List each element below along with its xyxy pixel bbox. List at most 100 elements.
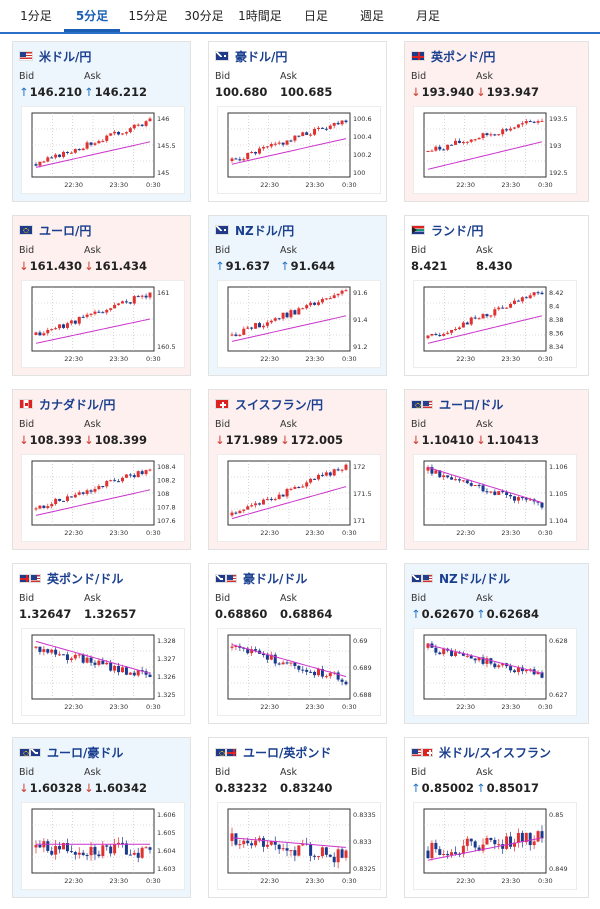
currency-card[interactable]: ユーロ/英ポンド Bid Ask 0.83232 0.83240 0.8335 0.833 0… xyxy=(208,737,387,898)
pair-name[interactable]: 英ポンド/円 xyxy=(431,49,496,64)
currency-card[interactable]: ユーロ/ドル Bid Ask ↓1.10410 ↓1.10413 1.106 1.105 1.… xyxy=(404,389,589,550)
candle-body xyxy=(38,505,42,509)
currency-card[interactable]: NZドル/円 Bid Ask ↑91.637 ↑91.644 91.6 91.4 91.2 22… xyxy=(208,215,387,376)
currency-card[interactable]: カナダドル/円 Bid Ask ↓108.393 ↓108.399 108.4 108.2 1… xyxy=(12,389,191,550)
candle-body xyxy=(289,310,293,318)
us-flag-icon xyxy=(226,573,237,583)
x-tick-label: 23:30 xyxy=(305,355,324,363)
pair-name[interactable]: 英ポンド/ドル xyxy=(47,571,124,586)
pair-name[interactable]: 豪ドル/ドル xyxy=(243,571,308,586)
card-header: カナダドル/円 xyxy=(19,397,116,412)
candlestick-chart[interactable]: 91.6 91.4 91.2 22:30 23:30 0:30 xyxy=(217,280,381,368)
currency-card[interactable]: スイスフラン/円 Bid Ask ↓171.989 ↓172.005 172 171.5 17… xyxy=(208,389,387,550)
pair-name[interactable]: カナダドル/円 xyxy=(39,397,116,412)
candlestick-chart[interactable]: 100.6 100.4 100.2 100 22:30 23:30 0:30 xyxy=(217,106,381,194)
pair-name[interactable]: ユーロ/円 xyxy=(39,223,92,238)
candlestick-chart[interactable]: 0.69 0.689 0.688 22:30 23:30 0:30 xyxy=(217,628,381,716)
currency-card[interactable]: 豪ドル/ドル Bid Ask 0.68860 0.68864 0.69 0.689 0.688… xyxy=(208,563,387,724)
candle-body xyxy=(501,663,505,666)
candle-body xyxy=(234,645,238,647)
arrow-down-icon: ↓ xyxy=(19,781,29,795)
tab-4[interactable]: 1時間足 xyxy=(238,9,282,23)
candle-body xyxy=(332,856,336,863)
candle-body xyxy=(50,329,54,331)
candlestick-chart[interactable]: 1.606 1.605 1.604 1.603 22:30 23:30 0:30 xyxy=(21,802,185,890)
candle-body xyxy=(493,491,497,495)
y-tick-label: 146 xyxy=(157,115,169,123)
pair-name[interactable]: 米ドル/円 xyxy=(39,49,92,64)
currency-card[interactable]: 英ポンド/円 Bid Ask ↓193.940 ↓193.947 193.5 193 192.… xyxy=(404,41,589,202)
currency-card[interactable]: 米ドル/スイスフラン Bid Ask ↑0.85002 ↑0.85017 0.85 0.84… xyxy=(404,737,589,898)
candle-body xyxy=(265,146,269,148)
pair-name[interactable]: ユーロ/英ポンド xyxy=(243,745,332,760)
arrow-down-icon: ↓ xyxy=(476,433,486,447)
candle-body xyxy=(509,128,513,131)
x-tick-label: 22:30 xyxy=(260,181,279,189)
candle-body xyxy=(265,844,269,847)
candle-body xyxy=(250,843,254,846)
pair-name[interactable]: 米ドル/スイスフラン xyxy=(439,745,552,760)
currency-card[interactable]: 米ドル/円 Bid Ask ↑146.210 ↑146.212 146 145.5 145 22… xyxy=(12,41,191,202)
candle-body xyxy=(230,334,234,336)
pair-name[interactable]: ユーロ/ドル xyxy=(439,397,504,412)
pair-name[interactable]: ランド/円 xyxy=(431,223,484,238)
bid-label: Bid xyxy=(19,767,35,778)
candle-body xyxy=(97,660,101,665)
pair-name[interactable]: ユーロ/豪ドル xyxy=(47,745,124,760)
candlestick-chart[interactable]: 161 160.5 22:30 23:30 0:30 xyxy=(21,280,185,368)
candle-body xyxy=(293,310,297,315)
candlestick-chart[interactable]: 193.5 193 192.5 22:30 23:30 0:30 xyxy=(413,106,577,194)
candlestick-chart[interactable]: 172 171.5 171 22:30 23:30 0:30 xyxy=(217,454,381,542)
candlestick-chart[interactable]: 146 145.5 145 22:30 23:30 0:30 xyxy=(21,106,185,194)
candlestick-chart[interactable]: 108.4 108.2 108 107.8 107.6 22:30 23:30 0:30 xyxy=(21,454,185,542)
currency-card[interactable]: ユーロ/豪ドル Bid Ask ↓1.60328 ↓1.60342 1.606 1.605 1… xyxy=(12,737,191,898)
y-tick-label: 1.326 xyxy=(157,673,176,681)
y-tick-label: 8.42 xyxy=(549,289,563,297)
ask-label: Ask xyxy=(84,767,101,778)
candle-body xyxy=(58,846,62,850)
candle-body xyxy=(277,663,281,665)
candle-body xyxy=(309,134,313,136)
candle-body xyxy=(285,662,289,664)
currency-card[interactable]: ユーロ/円 Bid Ask ↓161.430 ↓161.434 161 160.5 22:30… xyxy=(12,215,191,376)
candlestick-chart[interactable]: 0.8335 0.833 0.8325 22:30 23:30 0:30 xyxy=(217,802,381,890)
candle-body xyxy=(426,850,430,859)
bid-label: Bid xyxy=(215,593,231,604)
candlestick-chart[interactable]: 0.85 0.849 22:30 23:30 0:30 xyxy=(413,802,577,890)
candle-body xyxy=(309,844,313,856)
candlestick-chart[interactable]: 0.628 0.627 22:30 23:30 0:30 xyxy=(413,628,577,716)
card-header: NZドル/ドル xyxy=(411,571,511,586)
candle-body xyxy=(457,479,461,481)
tab-7[interactable]: 月足 xyxy=(415,9,440,23)
currency-card[interactable]: 英ポンド/ドル Bid Ask 1.32647 1.32657 1.328 1.327 1.3… xyxy=(12,563,191,724)
candle-body xyxy=(473,841,477,848)
candle-body xyxy=(77,852,81,855)
candle-body xyxy=(509,494,513,497)
currency-card[interactable]: 豪ドル/円 Bid Ask 100.680 100.685 100.6 100.4 100.2… xyxy=(208,41,387,202)
tab-6[interactable]: 週足 xyxy=(359,9,384,23)
candlestick-chart[interactable]: 8.42 8.4 8.38 8.36 8.34 22:30 23:30 0:30 xyxy=(413,280,577,368)
tab-5[interactable]: 日足 xyxy=(303,9,328,23)
candle-body xyxy=(101,845,105,857)
currency-card[interactable]: ランド/円 Bid Ask 8.421 8.430 8.42 8.4 8.38 8.36 8.34… xyxy=(404,215,589,376)
tab-1[interactable]: 5分足 xyxy=(64,1,120,32)
candle-body xyxy=(124,132,128,134)
currency-card[interactable]: NZドル/ドル Bid Ask ↑0.62670 ↑0.62684 0.628 0.627 2… xyxy=(404,563,589,724)
pair-name[interactable]: 豪ドル/円 xyxy=(235,49,288,64)
bid-price: 146.210 xyxy=(29,85,83,99)
candle-body xyxy=(336,469,340,471)
ask-value: 100.685 xyxy=(280,85,332,99)
tab-0[interactable]: 1分足 xyxy=(20,9,52,23)
tab-3[interactable]: 30分足 xyxy=(184,9,224,23)
chart-svg: 146 145.5 145 22:30 23:30 0:30 xyxy=(31,112,176,189)
candlestick-chart[interactable]: 1.106 1.105 1.104 22:30 23:30 0:30 xyxy=(413,454,577,542)
candle-body xyxy=(520,123,524,125)
pair-name[interactable]: スイスフラン/円 xyxy=(235,397,324,412)
tab-2[interactable]: 15分足 xyxy=(128,9,168,23)
bid-price: 0.68860 xyxy=(215,607,268,621)
candlestick-chart[interactable]: 1.328 1.327 1.326 1.325 22:30 23:30 0:30 xyxy=(21,628,185,716)
candle-body xyxy=(316,474,320,480)
pair-name[interactable]: NZドル/ドル xyxy=(439,571,511,586)
pair-name[interactable]: NZドル/円 xyxy=(235,223,295,238)
candle-body xyxy=(297,665,301,670)
